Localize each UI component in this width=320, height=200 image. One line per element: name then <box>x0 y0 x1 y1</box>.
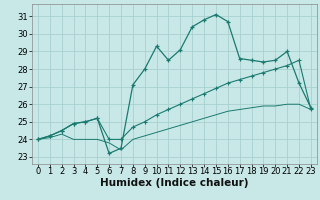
X-axis label: Humidex (Indice chaleur): Humidex (Indice chaleur) <box>100 178 249 188</box>
